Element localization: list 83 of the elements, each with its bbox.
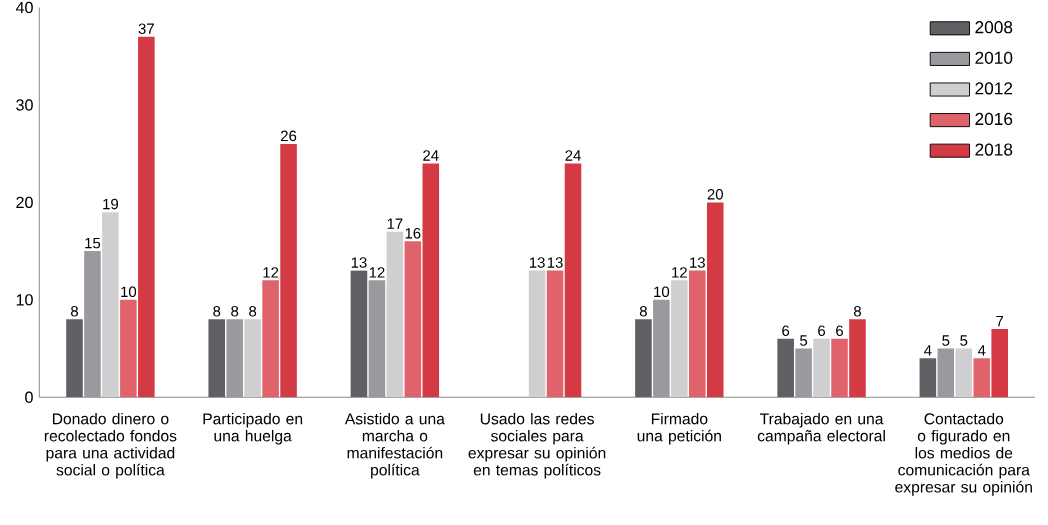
bar <box>991 329 1008 398</box>
bar <box>671 280 688 398</box>
data-label: 8 <box>249 305 257 317</box>
bar <box>564 163 582 398</box>
data-label: 8 <box>853 305 861 317</box>
bar <box>280 143 297 398</box>
data-label: 26 <box>281 130 297 142</box>
data-label: 15 <box>85 237 101 249</box>
data-label: 24 <box>565 150 581 161</box>
bar <box>422 163 440 398</box>
y-tick-label: 40 <box>15 1 33 14</box>
bar <box>528 270 546 398</box>
bar <box>955 348 973 398</box>
bar <box>653 299 670 398</box>
bar <box>350 270 368 398</box>
data-label: 6 <box>836 325 844 337</box>
x-tick-label: Trabajado en una campaña electoral <box>757 412 885 445</box>
data-label: 8 <box>231 305 239 317</box>
data-label: 19 <box>103 198 119 210</box>
bar <box>386 231 404 398</box>
bar <box>120 299 137 398</box>
y-tick-label: 30 <box>16 99 33 111</box>
legend-label: 2010 <box>975 51 1013 64</box>
x-tick-label: Asistido a una marcha o manifestación política <box>344 412 445 479</box>
x-tick-label: Usado las redes sociales para expresar su opinión en temas políticos <box>468 412 606 479</box>
bar <box>689 270 706 398</box>
bar <box>138 36 155 398</box>
data-label: 5 <box>960 335 968 346</box>
data-label: 8 <box>213 305 221 317</box>
legend-label: 2016 <box>975 112 1013 126</box>
bar <box>208 319 226 398</box>
data-label: 10 <box>654 286 670 298</box>
legend-label: 2018 <box>975 143 1013 156</box>
data-label: 4 <box>924 345 932 356</box>
bar <box>262 280 279 398</box>
bar <box>635 319 652 398</box>
legend-label: 2012 <box>975 82 1013 95</box>
data-label: 12 <box>369 267 385 278</box>
bar <box>66 319 83 398</box>
data-label: 10 <box>121 286 137 298</box>
data-label: 8 <box>639 305 647 317</box>
bar <box>919 358 937 398</box>
bar <box>102 212 119 398</box>
bar <box>777 338 794 398</box>
data-label: 5 <box>800 335 808 346</box>
bar <box>831 338 848 398</box>
bar <box>973 358 991 398</box>
data-label: 12 <box>263 267 279 278</box>
bar <box>706 202 724 398</box>
bar <box>226 319 243 398</box>
data-label: 8 <box>71 305 78 317</box>
legend-label: 2008 <box>975 21 1013 34</box>
x-tick-label: Contactado o figurado en los medios de comunicación para expresar su opinión <box>895 412 1032 496</box>
data-label: 13 <box>547 257 563 268</box>
y-tick-label: 10 <box>16 294 33 306</box>
bar <box>795 348 812 398</box>
data-label: 12 <box>672 267 687 278</box>
y-tick-label: 20 <box>16 196 33 209</box>
data-label: 5 <box>942 335 950 346</box>
x-tick-label: Firmado una petición <box>637 412 721 445</box>
bar <box>546 270 564 398</box>
data-label: 16 <box>405 228 421 239</box>
bar <box>368 280 386 398</box>
data-label: 6 <box>782 325 790 337</box>
data-label: 6 <box>818 325 826 337</box>
bar <box>849 319 866 398</box>
x-tick-label: Donado dinero o recolectado fondos para una actividad social o política <box>44 412 177 479</box>
bar <box>937 348 955 398</box>
y-tick-label: 0 <box>25 391 33 403</box>
data-label: 20 <box>707 189 723 200</box>
data-label: 17 <box>387 218 403 229</box>
data-label: 13 <box>690 257 705 268</box>
bar <box>813 338 830 398</box>
data-label: 13 <box>529 257 545 268</box>
data-label: 7 <box>996 316 1004 327</box>
bar <box>404 241 422 398</box>
bar <box>244 319 261 398</box>
x-tick-label: Participado en una huelga <box>203 412 303 445</box>
data-label: 13 <box>351 257 367 268</box>
bar <box>84 251 101 398</box>
data-label: 4 <box>977 345 986 356</box>
data-label: 24 <box>423 150 439 161</box>
data-label: 37 <box>138 23 154 34</box>
